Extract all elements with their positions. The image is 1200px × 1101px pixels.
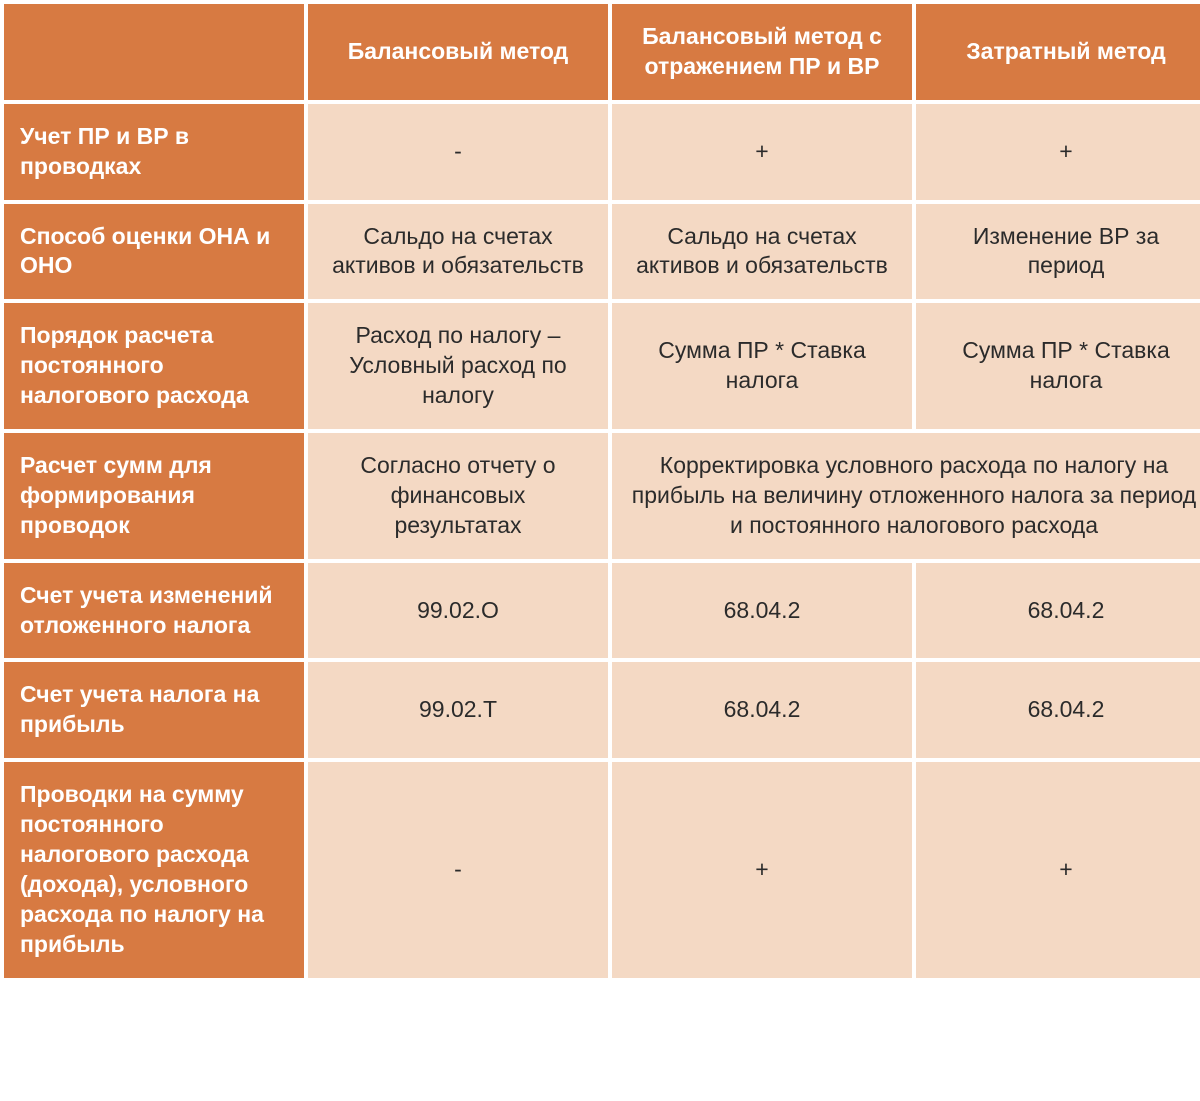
table-cell: Сальдо на счетах активов и обязательств [308,204,608,300]
table-cell: 68.04.2 [612,563,912,659]
table-cell: - [308,762,608,977]
table-body: Учет ПР и ВР в проводках-++Способ оценки… [4,104,1200,978]
table-cell: Расход по налогу – Условный расход по на… [308,303,608,429]
table-cell: 99.02.О [308,563,608,659]
table-cell: Сумма ПР * Ставка налога [612,303,912,429]
header-blank [4,4,304,100]
table-header-row: Балансовый метод Балансовый метод с отра… [4,4,1200,100]
table-row: Порядок расчета постоянного налогового р… [4,303,1200,429]
table-row: Расчет сумм для формирования проводокСог… [4,433,1200,559]
table-row: Счет учета изменений отложенного налога9… [4,563,1200,659]
header-col-1: Балансовый метод с отражением ПР и ВР [612,4,912,100]
table-row: Способ оценки ОНА и ОНОСальдо на счетах … [4,204,1200,300]
table-cell: Сальдо на счетах активов и обязательств [612,204,912,300]
row-label: Расчет сумм для формирования проводок [4,433,304,559]
table-cell: + [916,762,1200,977]
comparison-table: Балансовый метод Балансовый метод с отра… [0,0,1200,982]
table-cell: + [916,104,1200,200]
table-row: Проводки на сумму постоянного налогового… [4,762,1200,977]
table-cell: 68.04.2 [916,662,1200,758]
table-cell: 99.02.Т [308,662,608,758]
row-label: Счет учета изменений отложенного налога [4,563,304,659]
table-cell: 68.04.2 [916,563,1200,659]
row-label: Счет учета налога на прибыль [4,662,304,758]
row-label: Порядок расчета постоянного налогового р… [4,303,304,429]
table-cell: - [308,104,608,200]
header-col-0: Балансовый метод [308,4,608,100]
table-row: Счет учета налога на прибыль99.02.Т68.04… [4,662,1200,758]
table-cell: Изменение ВР за период [916,204,1200,300]
row-label: Способ оценки ОНА и ОНО [4,204,304,300]
row-label: Проводки на сумму постоянного налогового… [4,762,304,977]
table-cell: + [612,104,912,200]
table-cell: Корректировка условного расхода по налог… [612,433,1200,559]
table-cell: + [612,762,912,977]
row-label: Учет ПР и ВР в проводках [4,104,304,200]
table-row: Учет ПР и ВР в проводках-++ [4,104,1200,200]
table-cell: Сумма ПР * Ставка налога [916,303,1200,429]
table-cell: 68.04.2 [612,662,912,758]
table-cell: Согласно отчету о финансовых результатах [308,433,608,559]
header-col-2: Затратный метод [916,4,1200,100]
